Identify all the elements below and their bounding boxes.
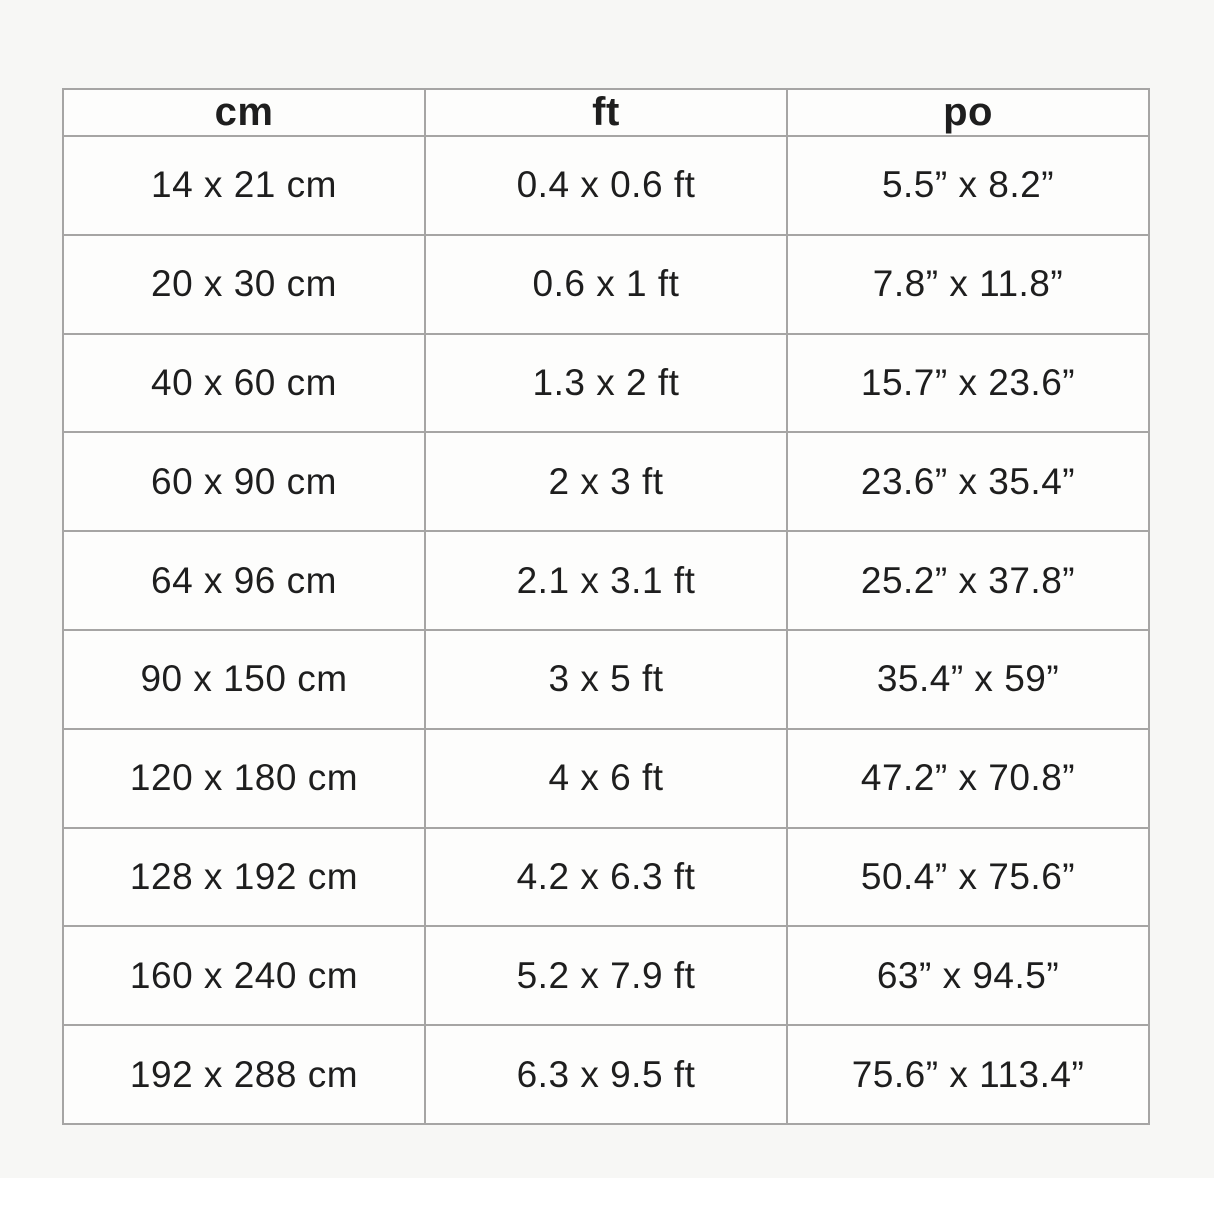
cell-po: 47.2” x 70.8” (786, 727, 1150, 829)
cell-ft: 2.1 x 3.1 ft (424, 530, 788, 631)
cell-ft: 4.2 x 6.3 ft (424, 826, 788, 928)
bottom-white-band (0, 1178, 1214, 1214)
cell-cm: 14 x 21 cm (62, 135, 426, 236)
cell-cm: 64 x 96 cm (62, 530, 426, 631)
cell-po: 50.4” x 75.6” (786, 826, 1150, 928)
column-header-cm: cm (62, 88, 426, 137)
cell-ft: 4 x 6 ft (424, 727, 788, 829)
cell-cm: 120 x 180 cm (62, 727, 426, 829)
table-row: 14 x 21 cm 0.4 x 0.6 ft 5.5” x 8.2” (62, 135, 1150, 236)
table-row: 90 x 150 cm 3 x 5 ft 35.4” x 59” (62, 628, 1150, 730)
table-row: 128 x 192 cm 4.2 x 6.3 ft 50.4” x 75.6” (62, 826, 1150, 928)
cell-ft: 5.2 x 7.9 ft (424, 925, 788, 1027)
table-row: 64 x 96 cm 2.1 x 3.1 ft 25.2” x 37.8” (62, 530, 1150, 631)
cell-cm: 20 x 30 cm (62, 233, 426, 335)
table-row: 40 x 60 cm 1.3 x 2 ft 15.7” x 23.6” (62, 332, 1150, 434)
table-row: 60 x 90 cm 2 x 3 ft 23.6” x 35.4” (62, 431, 1150, 533)
table-row: 192 x 288 cm 6.3 x 9.5 ft 75.6” x 113.4” (62, 1024, 1150, 1125)
table-row: 160 x 240 cm 5.2 x 7.9 ft 63” x 94.5” (62, 925, 1150, 1027)
cell-po: 35.4” x 59” (786, 628, 1150, 730)
table-row: 20 x 30 cm 0.6 x 1 ft 7.8” x 11.8” (62, 233, 1150, 335)
cell-ft: 6.3 x 9.5 ft (424, 1024, 788, 1125)
table-header-row: cm ft po (62, 88, 1150, 137)
cell-cm: 160 x 240 cm (62, 925, 426, 1027)
size-conversion-table: cm ft po 14 x 21 cm 0.4 x 0.6 ft 5.5” x … (62, 88, 1150, 1125)
cell-ft: 3 x 5 ft (424, 628, 788, 730)
cell-po: 15.7” x 23.6” (786, 332, 1150, 434)
cell-cm: 40 x 60 cm (62, 332, 426, 434)
cell-po: 23.6” x 35.4” (786, 431, 1150, 533)
cell-po: 75.6” x 113.4” (786, 1024, 1150, 1125)
table-row: 120 x 180 cm 4 x 6 ft 47.2” x 70.8” (62, 727, 1150, 829)
column-header-ft: ft (424, 88, 788, 137)
cell-cm: 90 x 150 cm (62, 628, 426, 730)
cell-cm: 60 x 90 cm (62, 431, 426, 533)
cell-po: 63” x 94.5” (786, 925, 1150, 1027)
cell-po: 5.5” x 8.2” (786, 135, 1150, 236)
cell-po: 7.8” x 11.8” (786, 233, 1150, 335)
cell-ft: 0.6 x 1 ft (424, 233, 788, 335)
cell-ft: 0.4 x 0.6 ft (424, 135, 788, 236)
cell-po: 25.2” x 37.8” (786, 530, 1150, 631)
cell-cm: 128 x 192 cm (62, 826, 426, 928)
cell-ft: 1.3 x 2 ft (424, 332, 788, 434)
column-header-po: po (786, 88, 1150, 137)
cell-cm: 192 x 288 cm (62, 1024, 426, 1125)
cell-ft: 2 x 3 ft (424, 431, 788, 533)
